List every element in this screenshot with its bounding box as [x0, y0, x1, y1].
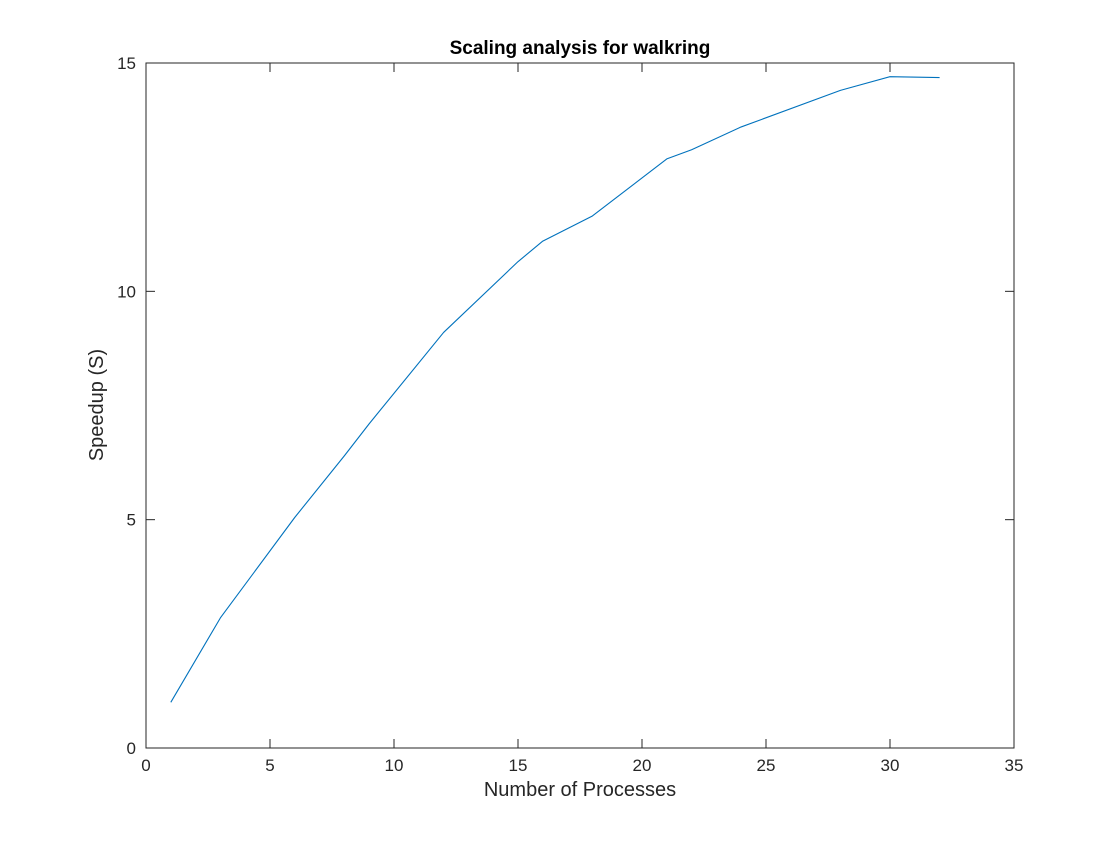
y-tick-label: 0 — [127, 739, 136, 758]
x-tick-label: 10 — [385, 756, 404, 775]
series-layer — [170, 76, 940, 703]
x-axis-label: Number of Processes — [484, 779, 676, 801]
axes-box — [145, 62, 1015, 749]
series-line — [170, 76, 940, 703]
x-tick-label: 0 — [141, 756, 150, 775]
x-tick-label: 35 — [1005, 756, 1024, 775]
x-tick-label: 30 — [881, 756, 900, 775]
x-tick-label: 25 — [757, 756, 776, 775]
x-tick-label: 15 — [509, 756, 528, 775]
y-tick-label: 15 — [117, 54, 136, 73]
plot-area — [146, 63, 1014, 748]
labels-layer: 0 5 10 15 20 25 30 35 0 5 10 15 — [117, 54, 1023, 775]
x-tick-label: 20 — [633, 756, 652, 775]
chart-title: Scaling analysis for walkring — [450, 38, 711, 59]
y-axis-label: Speedup (S) — [86, 349, 108, 461]
x-tick-label: 5 — [265, 756, 274, 775]
y-tick-label: 10 — [117, 282, 136, 301]
y-tick-label: 5 — [127, 511, 136, 530]
